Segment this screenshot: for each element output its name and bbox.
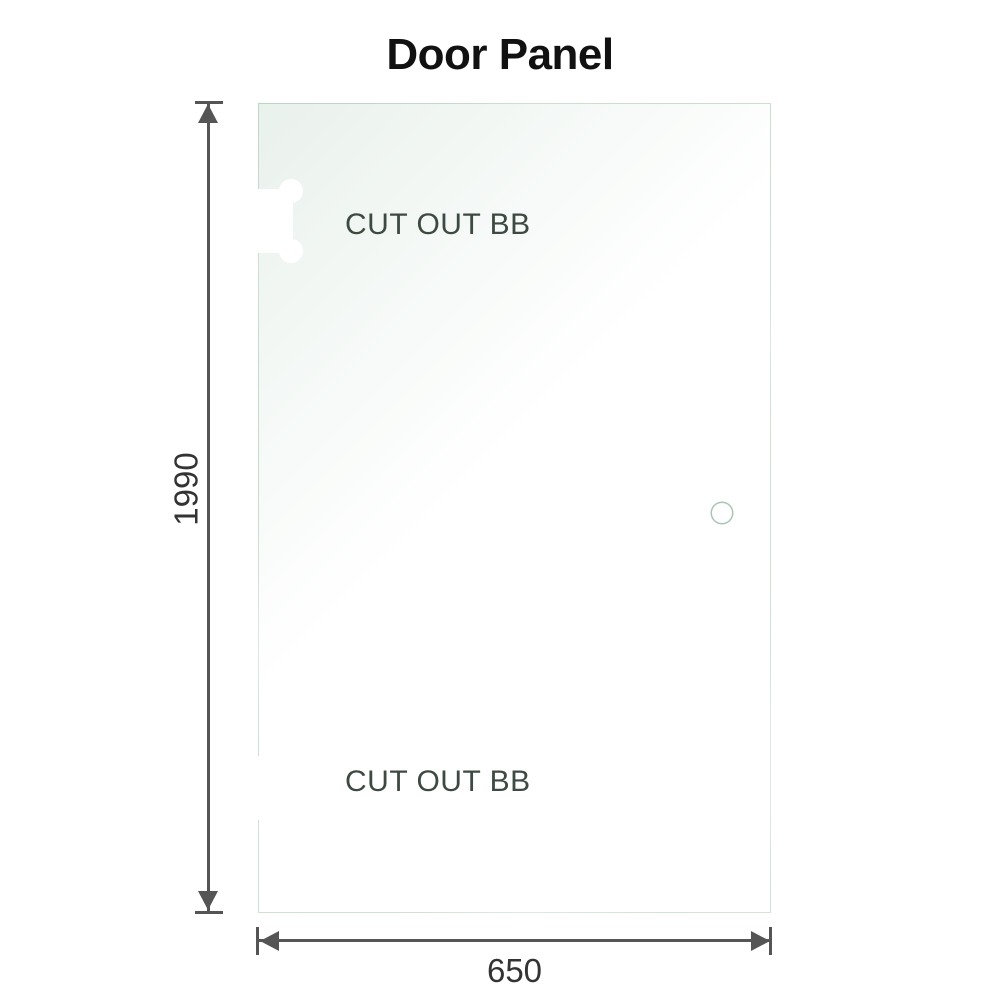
width-tick-left: [256, 927, 259, 955]
width-dimension-label: 650: [486, 952, 543, 989]
cutout-lower-stem: [275, 758, 289, 818]
cutout-upper-stem: [275, 191, 289, 251]
cutout-lower-label: CUT OUT BB: [345, 765, 531, 798]
height-tick-bottom: [195, 911, 223, 914]
height-arrow-up-icon: [198, 104, 218, 123]
height-dimension-line: [207, 103, 210, 913]
height-dimension-label: 1990: [167, 452, 205, 526]
cutout-upper-lobe-bottom: [279, 239, 303, 263]
cutout-upper: [255, 179, 303, 263]
cutout-lower-lobe-bottom: [279, 806, 303, 830]
handle-hole: [712, 503, 732, 523]
width-arrow-right-icon: [751, 931, 770, 951]
height-tick-top: [195, 101, 223, 104]
cutout-upper-lobe-top: [279, 179, 303, 203]
width-tick-right: [769, 927, 772, 955]
cutout-upper-label: CUT OUT BB: [345, 208, 531, 241]
cutout-lower-lobe-top: [279, 746, 303, 770]
page-title: Door Panel: [386, 30, 614, 79]
height-arrow-down-icon: [198, 891, 218, 910]
width-arrow-left-icon: [260, 931, 279, 951]
cutout-lower: [255, 746, 303, 830]
width-dimension-line: [258, 939, 771, 942]
